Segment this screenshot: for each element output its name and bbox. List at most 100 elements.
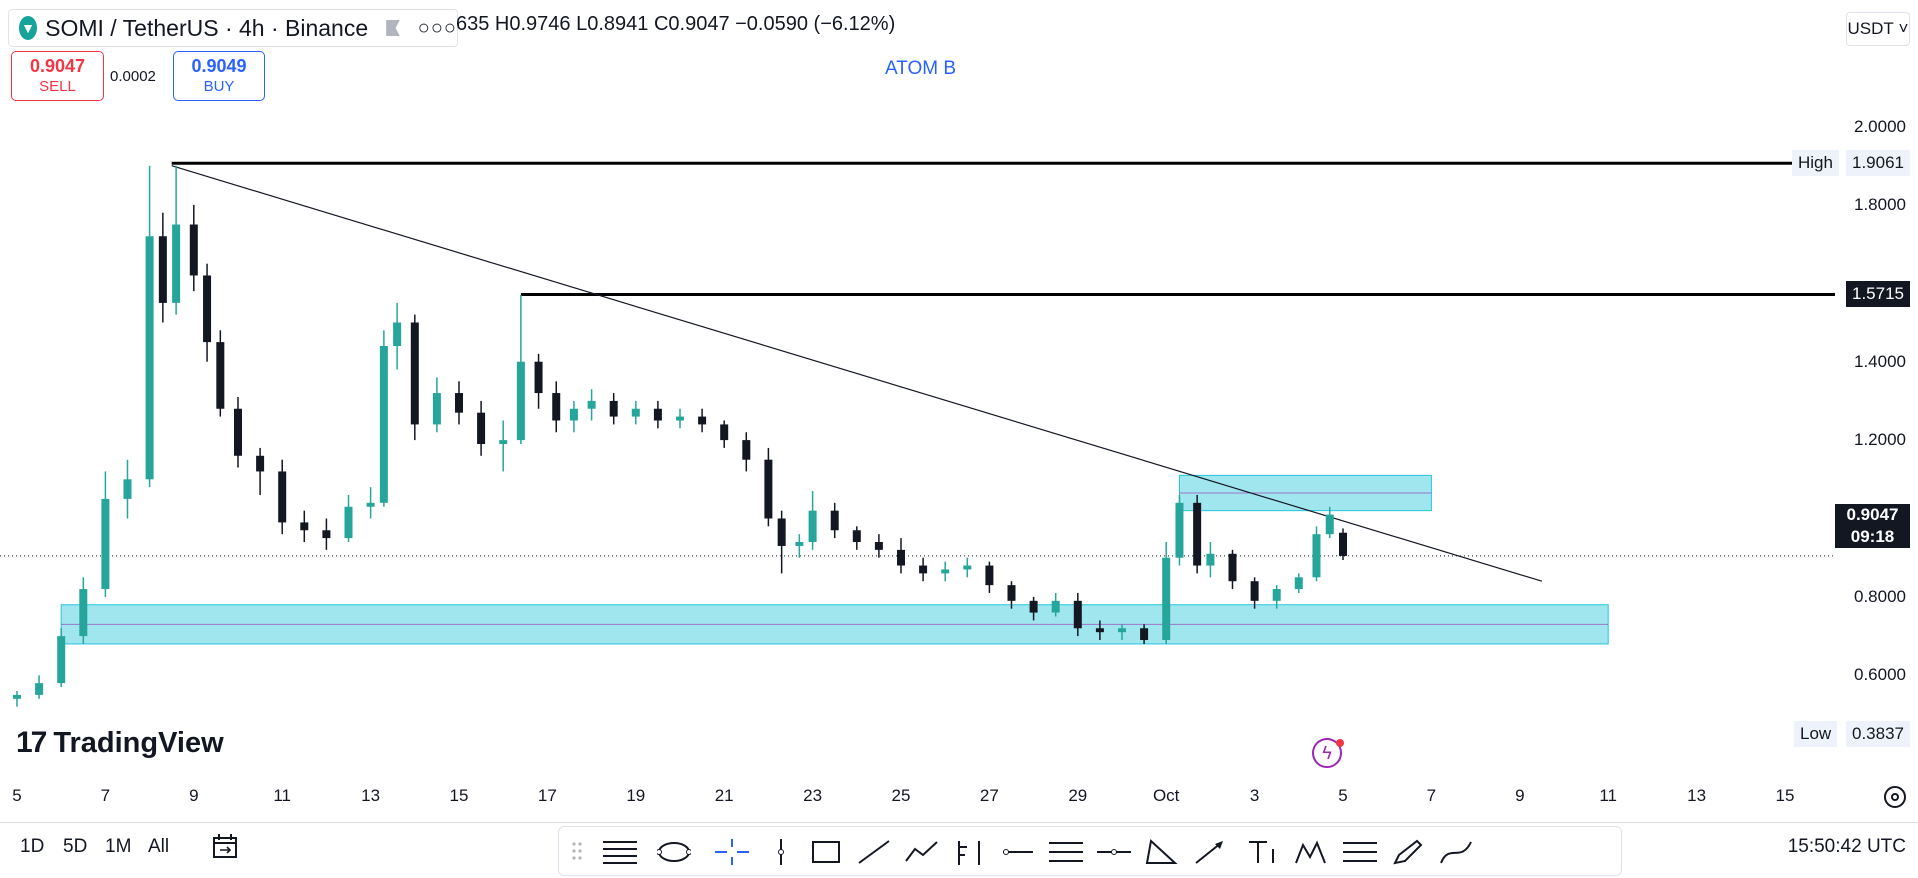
buy-label: BUY [203,78,235,95]
high-value: 1.9061 [1846,150,1910,177]
ohlc-readout: 635 H0.9746 L0.8941 C0.9047 −0.0590 (−6.… [456,13,896,35]
ray-icon[interactable] [1001,839,1035,865]
arrow-icon[interactable] [1193,839,1227,865]
time-tick-label: 11 [273,786,292,805]
low-label: Low [1794,721,1838,748]
candle-body-53 [1029,600,1038,613]
candle-body-23 [410,322,419,425]
candle-body-21 [379,346,388,503]
time-tick-label: 19 [626,786,646,805]
candle-body-3 [35,683,44,695]
high-label: High [1792,150,1839,177]
candle-body-29 [534,361,543,394]
candle-body-27 [499,440,508,445]
candle-body-65 [1272,589,1281,601]
lines-layer [0,161,1835,582]
candle-body-4 [57,636,66,684]
flash-icon[interactable]: ϟ [1312,738,1342,768]
candle-body-49 [941,569,950,574]
candle-body-56 [1095,628,1104,633]
candle-body-63 [1228,553,1237,582]
candle-body-39 [742,440,751,460]
tradingview-logo: 17 TradingView [16,726,224,760]
candle-body-61 [1193,502,1202,566]
candle-body-43 [808,510,817,543]
spread-value: 0.0002 [110,68,156,85]
buy-button[interactable]: 0.9049 BUY [173,51,265,101]
candle-body-14 [234,408,242,456]
time-tick-label: 5 [1338,786,1348,805]
sell-button[interactable]: 0.9047 SELL [11,51,104,101]
path-icon[interactable] [905,839,939,865]
price-tick-label: 0.6000 [1854,665,1906,685]
candle-body-66 [1294,577,1303,590]
level-value: 1.5715 [1846,281,1910,308]
curve-icon[interactable] [1439,839,1473,865]
range-1d[interactable]: 1D [20,836,45,857]
candle-body-17 [300,522,309,531]
candle-body-69 [1339,532,1347,556]
tv-logo-text: TradingView [53,726,224,759]
horizontal-ray-icon[interactable] [1097,839,1131,865]
price-tick-label: 1.8000 [1854,194,1906,214]
candle-body-45 [852,530,861,543]
range-1m[interactable]: 1M [105,836,132,857]
candle-body-51 [985,565,994,586]
currency-selector[interactable]: USDT ˅ [1846,12,1910,46]
candle-body-22 [393,322,402,347]
range-all[interactable]: All [148,836,170,857]
candle-body-24 [432,393,441,425]
settings-icon[interactable] [1884,786,1906,808]
candle-body-68 [1325,514,1334,535]
candle-body-58 [1140,628,1149,641]
fib-icon[interactable] [1049,839,1083,865]
candle-body-44 [830,510,839,531]
calendar-range-icon[interactable] [210,831,240,861]
candle-body-57 [1118,628,1126,633]
buy-price: 0.9049 [191,56,247,76]
time-tick-label: 25 [891,786,911,805]
triangle-icon[interactable] [1145,839,1179,865]
forecast-icon[interactable] [953,839,987,865]
time-tick-label: 13 [1687,786,1707,805]
time-tick-label: 17 [537,786,557,805]
symbol-header[interactable]: ▼ SOMI / TetherUS · 4h · Binance ○○○ [8,9,458,47]
lines-icon[interactable] [603,839,637,865]
projection-icon[interactable] [1343,839,1377,865]
text-anchor-icon[interactable] [1247,839,1281,865]
candle-body-38 [720,424,729,441]
candle-body-36 [676,416,684,421]
candle-body-15 [256,455,265,472]
more-options-icon[interactable]: ○○○ [417,16,457,39]
candle-body-13 [216,342,225,409]
candle-body-59 [1162,557,1171,641]
brush-icon[interactable] [1391,839,1425,865]
time-tick-label: 5 [12,786,22,805]
notification-dot [1336,739,1344,747]
candle-body-25 [455,393,463,413]
candle-body-35 [653,408,662,421]
candle-body-18 [322,530,331,539]
trend-line-icon[interactable] [857,839,891,865]
candle-body-26 [477,412,486,445]
range-5d[interactable]: 5D [63,836,88,857]
sell-price: 0.9047 [29,56,86,76]
time-tick-label: 29 [1068,786,1088,805]
time-tick-label: 13 [361,786,381,805]
candle-body-6 [101,498,110,590]
rectangle-icon[interactable] [809,839,843,865]
candle-body-50 [963,565,972,570]
current-price: 0.9047 [1846,505,1899,524]
candle-body-42 [795,542,804,546]
chart-annotation[interactable]: ATOM B [885,58,957,79]
vertical-line-icon[interactable] [764,839,798,865]
candle-body-40 [764,459,773,519]
pattern-icon[interactable] [1295,839,1329,865]
drag-handle-icon[interactable] [571,839,585,865]
flag-icon[interactable] [386,20,400,36]
price-tick-label: 0.8000 [1854,586,1906,606]
ellipse-icon[interactable] [657,839,691,865]
symbol-title: SOMI / TetherUS · 4h · Binance [45,14,369,41]
crosshair-icon[interactable] [715,839,749,865]
